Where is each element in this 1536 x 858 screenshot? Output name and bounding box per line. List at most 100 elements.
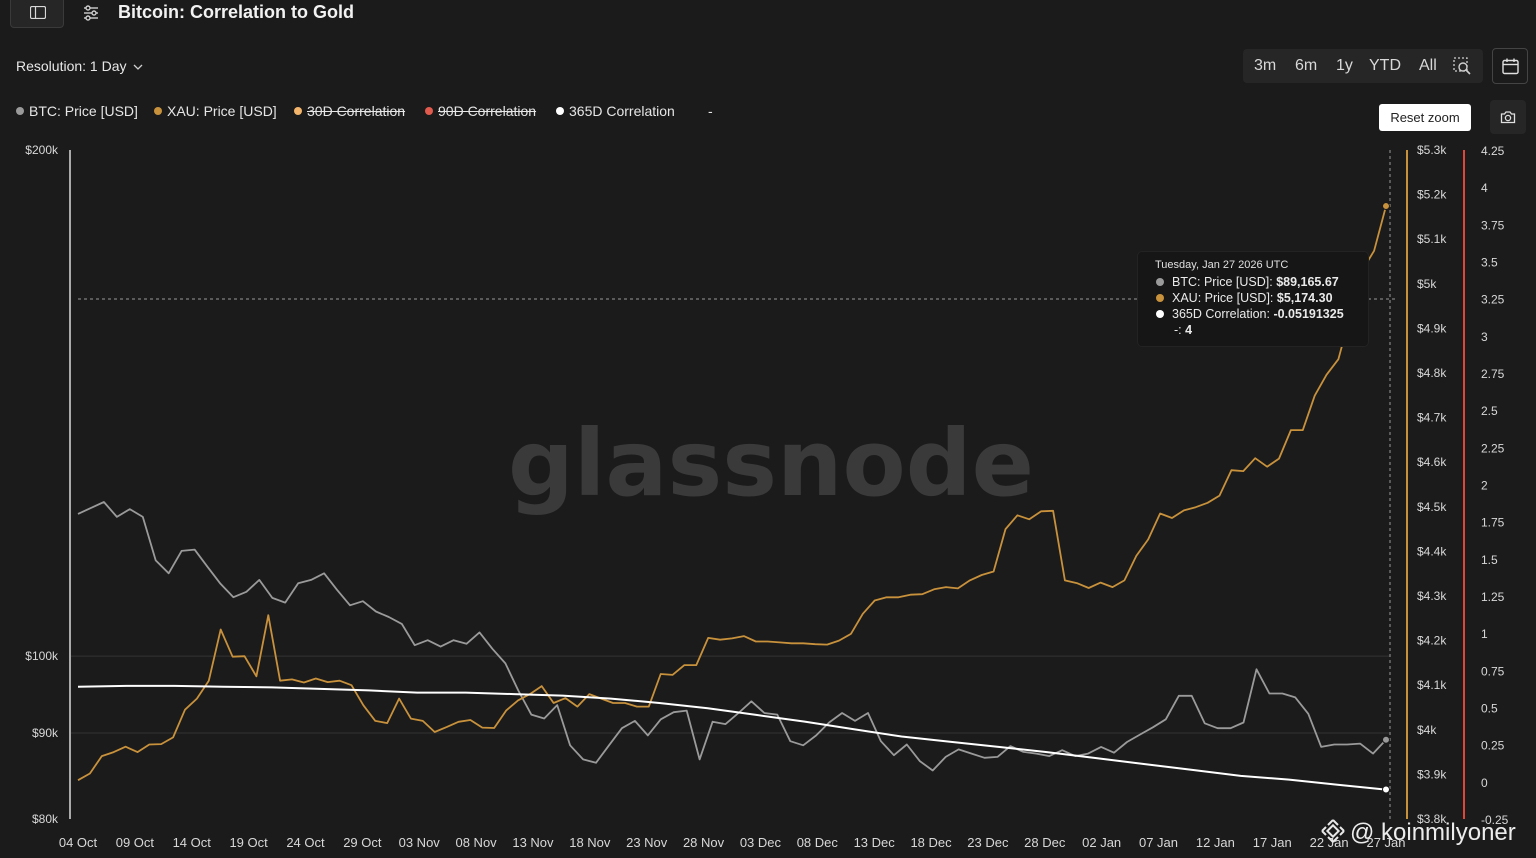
- x-tick-label: 07 Jan: [1139, 835, 1178, 850]
- y-corr-tick-label: 0.75: [1481, 664, 1505, 678]
- x-tick-label: 28 Dec: [1024, 835, 1066, 850]
- y-corr-tick-label: 3: [1481, 330, 1488, 344]
- y-gold-tick-label: $4.4k: [1417, 544, 1447, 558]
- legend-365d-correlation[interactable]: 365D Correlation: [556, 103, 675, 119]
- top-bar: Bitcoin: Correlation to Gold: [0, 0, 1536, 30]
- y-corr-tick-label: -0.25: [1481, 813, 1509, 827]
- y-corr-tick-label: 3.25: [1481, 293, 1505, 307]
- series-endpoint-marker: [1382, 735, 1390, 744]
- legend-btc-price[interactable]: BTC: Price [USD]: [16, 103, 138, 119]
- x-tick-label: 08 Nov: [455, 835, 497, 850]
- x-tick-label: 24 Oct: [286, 835, 325, 850]
- chevron-down-icon: [133, 64, 142, 70]
- y-corr-tick-label: 1.25: [1481, 590, 1505, 604]
- y-corr-tick-label: 2.25: [1481, 441, 1505, 455]
- sidebar-icon: [30, 6, 46, 19]
- series-endpoint-marker: [1382, 785, 1390, 794]
- legend-dot: [294, 107, 302, 115]
- series-line-xau-price-usd-: [77, 205, 1387, 781]
- range-all-button[interactable]: All: [1419, 57, 1437, 74]
- legend-dot: [556, 107, 564, 115]
- x-tick-label: 18 Nov: [569, 835, 611, 850]
- calendar-icon: [1502, 58, 1519, 75]
- x-tick-label: 14 Oct: [173, 835, 212, 850]
- y-corr-tick-label: 2.5: [1481, 404, 1498, 418]
- y-gold-tick-label: $4.5k: [1417, 500, 1447, 514]
- x-tick-label: 13 Dec: [854, 835, 896, 850]
- tooltip-date: Tuesday, Jan 27 2026 UTC: [1155, 259, 1289, 271]
- calendar-button[interactable]: [1492, 48, 1528, 84]
- y-left-tick-label: $200k: [25, 143, 59, 157]
- tooltip-row-xau: XAU: Price [USD]: $5,174.30: [1156, 291, 1333, 305]
- y-corr-tick-label: 0.5: [1481, 702, 1498, 716]
- credit-watermark: @ koinmilyoner: [1320, 818, 1516, 847]
- y-corr-tick-label: 3.5: [1481, 256, 1498, 270]
- x-tick-label: 22 Jan: [1310, 835, 1349, 850]
- series-line-365d-correlation: [77, 684, 1387, 791]
- y-corr-tick-label: 4: [1481, 181, 1488, 195]
- tooltip-row-365d: 365D Correlation: -0.05191325: [1156, 307, 1344, 321]
- y-corr-tick-label: 0.25: [1481, 739, 1505, 753]
- legend-dot: [425, 107, 433, 115]
- y-corr-tick-label: 4.25: [1481, 144, 1505, 158]
- x-tick-label: 19 Oct: [229, 835, 268, 850]
- x-tick-label: 13 Nov: [512, 835, 554, 850]
- legend-90d-correlation[interactable]: 90D Correlation: [425, 103, 536, 119]
- series-line-btc-price-usd-: [77, 501, 1387, 772]
- y-corr-tick-label: 1.75: [1481, 516, 1505, 530]
- legend-30d-correlation[interactable]: 30D Correlation: [294, 103, 405, 119]
- y-left-tick-label: $90k: [32, 726, 59, 740]
- screenshot-button[interactable]: [1490, 100, 1526, 134]
- y-gold-tick-label: $4.7k: [1417, 411, 1447, 425]
- y-corr-tick-label: 2.75: [1481, 367, 1505, 381]
- y-gold-tick-label: $4.3k: [1417, 589, 1447, 603]
- legend-dot: [154, 107, 162, 115]
- y-gold-tick-label: $5.2k: [1417, 188, 1447, 202]
- y-gold-tick-label: $4.8k: [1417, 366, 1447, 380]
- x-tick-label: 23 Dec: [967, 835, 1009, 850]
- y-gold-tick-label: $3.8k: [1417, 812, 1447, 826]
- y-gold-tick-label: $4k: [1417, 723, 1437, 737]
- legend-dot: [16, 107, 24, 115]
- range-6m-button[interactable]: 6m: [1295, 57, 1318, 74]
- range-1y-button[interactable]: 1y: [1336, 57, 1353, 74]
- tune-icon[interactable]: [82, 4, 100, 22]
- page-title: Bitcoin: Correlation to Gold: [118, 2, 354, 22]
- tooltip-dot: [1156, 310, 1164, 318]
- y-gold-tick-label: $5k: [1417, 277, 1437, 291]
- y-gold-tick-label: $4.9k: [1417, 321, 1447, 335]
- x-tick-label: 09 Oct: [116, 835, 155, 850]
- y-gold-tick-label: $4.1k: [1417, 678, 1447, 692]
- y-corr-tick-label: 0: [1481, 776, 1488, 790]
- x-tick-label: 04 Oct: [59, 835, 98, 850]
- chart-tooltip: Tuesday, Jan 27 2026 UTC BTC: Price [USD…: [1138, 252, 1368, 346]
- reset-zoom-button[interactable]: Reset zoom: [1379, 104, 1471, 131]
- x-tick-label: 27 Jan: [1366, 835, 1405, 850]
- x-tick-label: 02 Jan: [1082, 835, 1121, 850]
- tooltip-row-dash: -: 4: [1174, 323, 1193, 337]
- tooltip-dot: [1156, 294, 1164, 302]
- legend-xau-price[interactable]: XAU: Price [USD]: [154, 103, 277, 119]
- range-ytd-button[interactable]: YTD: [1369, 57, 1401, 74]
- legend-dash-series[interactable]: -: [708, 103, 713, 119]
- tooltip-row-btc: BTC: Price [USD]: $89,165.67: [1156, 275, 1339, 289]
- resolution-dropdown[interactable]: Resolution: 1 Day: [16, 58, 143, 74]
- series-endpoint-marker: [1382, 202, 1390, 211]
- y-gold-tick-label: $5.1k: [1417, 232, 1447, 246]
- sidebar-toggle-button[interactable]: [10, 0, 64, 28]
- x-tick-label: 03 Dec: [740, 835, 782, 850]
- x-tick-label: 28 Nov: [683, 835, 725, 850]
- resolution-label: Resolution: 1 Day: [16, 58, 127, 74]
- glassnode-watermark: glassnode: [508, 410, 1034, 517]
- zoom-select-icon[interactable]: [1453, 57, 1472, 76]
- x-tick-label: 29 Oct: [343, 835, 382, 850]
- x-tick-label: 18 Dec: [910, 835, 952, 850]
- x-tick-label: 12 Jan: [1196, 835, 1235, 850]
- y-corr-tick-label: 1.5: [1481, 553, 1498, 567]
- y-gold-tick-label: $5.3k: [1417, 143, 1447, 157]
- y-gold-tick-label: $3.9k: [1417, 767, 1447, 781]
- range-3m-button[interactable]: 3m: [1254, 57, 1277, 74]
- x-tick-label: 17 Jan: [1253, 835, 1292, 850]
- binance-square-icon: [1321, 819, 1345, 843]
